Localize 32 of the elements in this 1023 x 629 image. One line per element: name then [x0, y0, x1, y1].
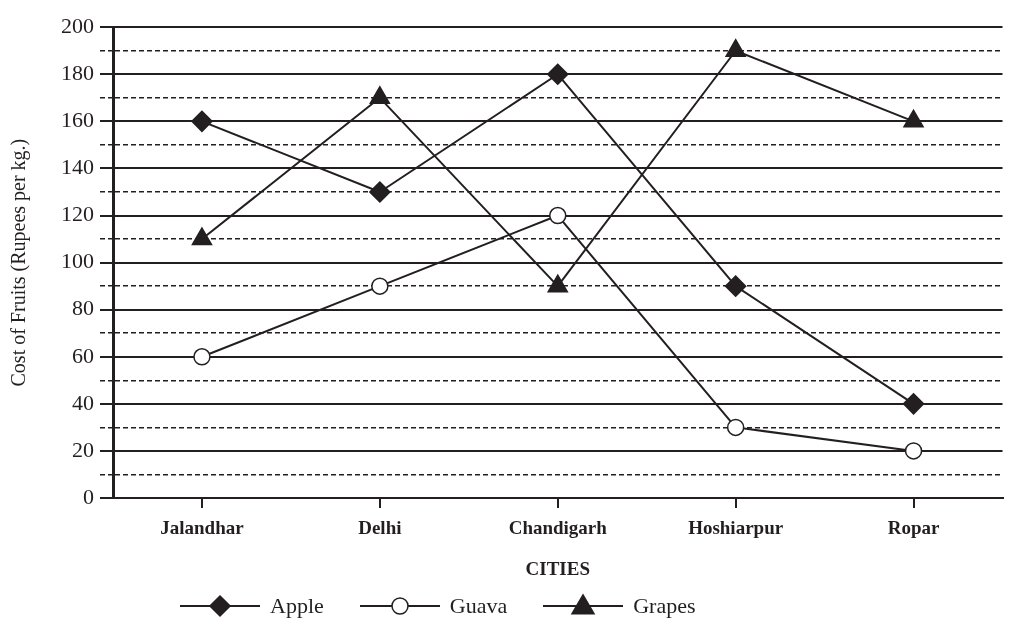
y-tick-label: 180 — [61, 60, 94, 86]
point — [191, 110, 213, 133]
y-tick-label: 140 — [61, 154, 94, 180]
x-tick-label: Ropar — [887, 517, 940, 539]
point — [547, 63, 569, 86]
point — [371, 277, 389, 295]
x-tick-label: Delhi — [358, 517, 402, 539]
x-axis-title: CITIES — [525, 557, 590, 579]
y-tick-label: 80 — [72, 295, 94, 321]
y-tick-label: 200 — [61, 12, 94, 38]
point — [193, 348, 211, 366]
point — [369, 86, 391, 105]
point — [369, 181, 391, 203]
legend-label: Guava — [449, 593, 508, 619]
y-axis-title: Cost of Fruits (Rupees per kg.) — [7, 138, 31, 387]
y-tick-label: 100 — [61, 248, 94, 274]
legend-label: Apple — [270, 593, 324, 619]
y-tick-label: 160 — [61, 107, 94, 133]
legend-label: Grapes — [633, 593, 696, 619]
y-tick-label: 40 — [72, 389, 94, 415]
y-tick-label: 0 — [83, 483, 94, 509]
y-tick-label: 20 — [72, 436, 94, 462]
y-tick-label: 120 — [61, 201, 94, 227]
point — [902, 393, 925, 415]
x-tick-label: Chandigarh — [508, 517, 608, 539]
point — [726, 418, 745, 437]
point — [549, 206, 567, 225]
point — [904, 442, 923, 460]
y-tick-label: 60 — [72, 342, 94, 368]
x-tick-label: Hoshiarpur — [688, 517, 784, 539]
point — [724, 275, 747, 297]
x-tick-label: Jalandhar — [160, 517, 245, 539]
